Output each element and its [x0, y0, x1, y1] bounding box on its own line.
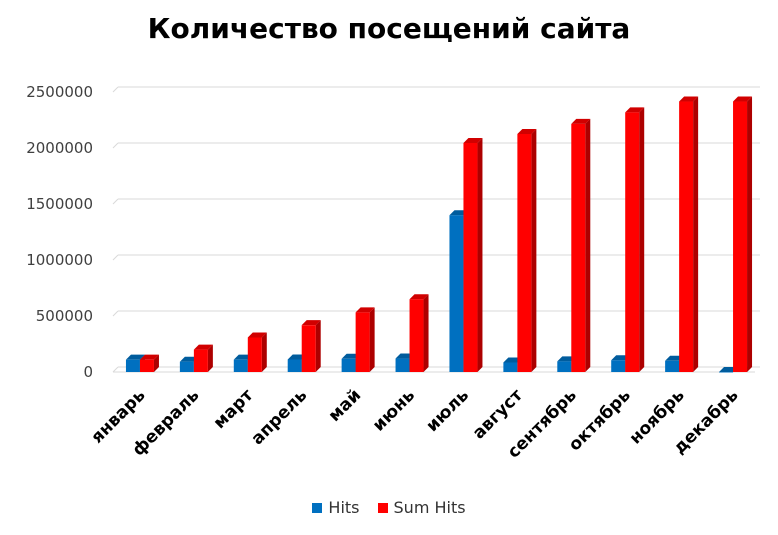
bar-side-sum-hits — [207, 344, 213, 372]
x-tick-label: июнь — [369, 385, 419, 435]
bar-hits — [719, 372, 734, 373]
bar-hits — [125, 359, 140, 372]
bar-sum-hits — [139, 359, 154, 372]
bar-side-sum-hits — [315, 320, 321, 372]
y-tick-label: 0 — [83, 363, 93, 381]
bar-sum-hits — [355, 312, 370, 372]
bar-sum-hits — [463, 142, 478, 372]
bar-side-sum-hits — [423, 294, 429, 372]
bar-side-sum-hits — [747, 96, 753, 373]
bar-hits — [449, 215, 464, 372]
bar-sum-hits — [625, 112, 640, 372]
y-tick-label: 1000000 — [26, 251, 93, 269]
bar-top-sum-hits — [571, 118, 591, 124]
y-tick-label: 500000 — [36, 307, 93, 325]
gridline-depth — [112, 366, 119, 373]
legend-label-hits: Hits — [328, 498, 360, 517]
x-tick-label: май — [325, 385, 366, 426]
bar-top-hits — [125, 354, 145, 360]
y-tick-label: 2000000 — [26, 139, 93, 157]
bar-hits — [557, 361, 572, 372]
chart-legend: Hits Sum Hits — [0, 498, 778, 517]
bar-side-sum-hits — [153, 354, 159, 372]
bar-top-sum-hits — [679, 96, 699, 102]
bar-sum-hits — [409, 299, 424, 372]
bar-hits — [503, 362, 518, 372]
gridline-depth — [112, 254, 119, 261]
bar-sum-hits — [517, 134, 532, 372]
bar-top-sum-hits — [463, 137, 483, 143]
bar-top-sum-hits — [355, 307, 375, 313]
bar-side-sum-hits — [369, 307, 375, 372]
bar-sum-hits — [733, 101, 748, 373]
bar-sum-hits — [571, 123, 586, 372]
x-tick-label: март — [210, 385, 258, 433]
bar-side-sum-hits — [477, 137, 483, 372]
gridline-depth — [112, 86, 119, 93]
bar-side-sum-hits — [531, 129, 537, 372]
legend-item-sum-hits: Sum Hits — [377, 498, 466, 517]
bar-hits — [233, 359, 248, 372]
x-tick-label: июль — [422, 385, 473, 436]
legend-swatch-sum-hits — [377, 502, 388, 513]
bar-hits — [341, 358, 356, 372]
bar-top-sum-hits — [139, 354, 159, 360]
bar-side-sum-hits — [693, 96, 699, 373]
legend-item-hits: Hits — [312, 498, 360, 517]
gridline-depth — [112, 198, 119, 205]
bar-hits — [395, 358, 410, 372]
bar-top-sum-hits — [517, 129, 537, 134]
bar-top-sum-hits — [733, 96, 753, 102]
bar-sum-hits — [193, 349, 208, 372]
x-tick-label: апрель — [248, 385, 312, 449]
bar-top-sum-hits — [409, 294, 429, 300]
bar-hits — [287, 359, 302, 372]
legend-label-sum-hits: Sum Hits — [393, 498, 466, 517]
legend-swatch-hits — [312, 502, 323, 513]
bar-sum-hits — [247, 337, 262, 372]
bar-top-sum-hits — [193, 344, 213, 350]
y-tick-label: 2500000 — [26, 83, 93, 101]
gridline-depth — [112, 310, 119, 317]
bar-side-sum-hits — [261, 332, 267, 372]
bar-sum-hits — [679, 101, 694, 373]
bar-hits — [665, 360, 680, 372]
bar-hits — [611, 360, 626, 372]
bar-sum-hits — [301, 325, 316, 372]
gridline-depth — [112, 142, 119, 149]
bar-side-sum-hits — [585, 118, 591, 372]
bar-side-sum-hits — [639, 107, 645, 372]
bar-top-sum-hits — [301, 320, 321, 326]
y-tick-label: 1500000 — [26, 195, 93, 213]
bar-top-sum-hits — [247, 332, 267, 338]
chart-title: Количество посещений сайта — [147, 12, 631, 45]
bar-top-sum-hits — [625, 107, 645, 113]
bar-hits — [179, 361, 194, 372]
